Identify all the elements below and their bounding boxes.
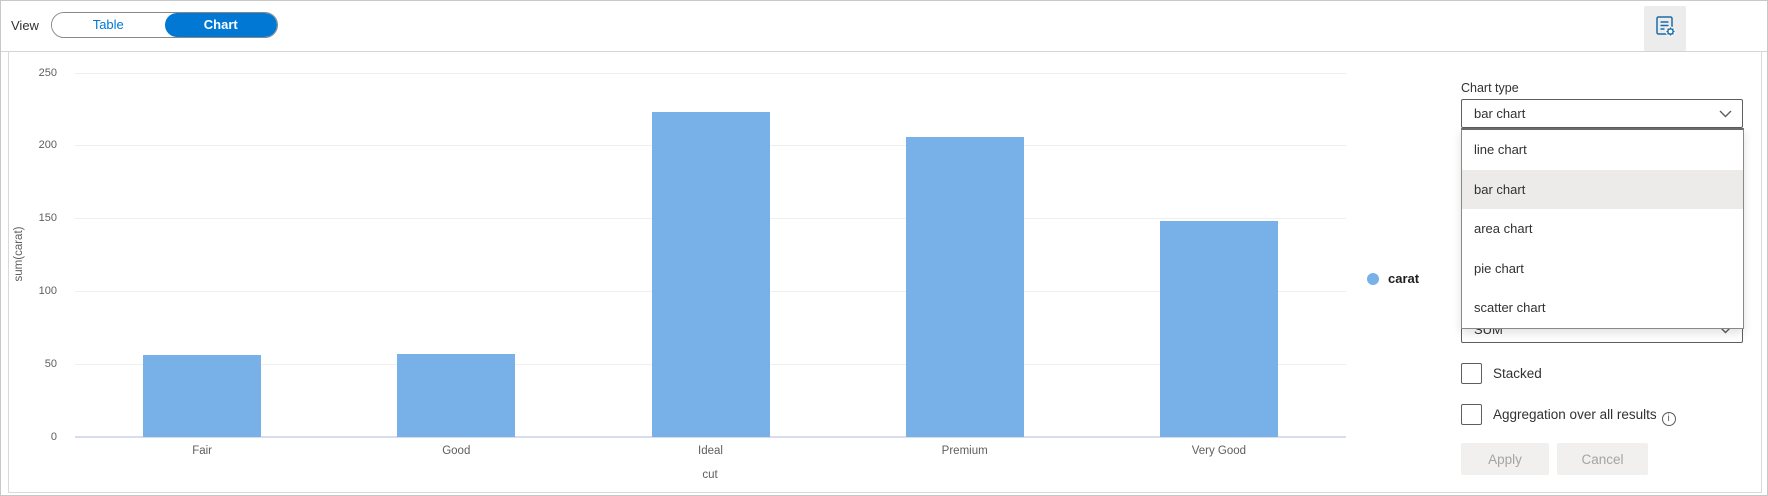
y-tick-label: 200 bbox=[38, 139, 57, 152]
stacked-checkbox[interactable] bbox=[1461, 363, 1482, 384]
chart-type-label: Chart type bbox=[1461, 81, 1519, 95]
x-tick-label: Premium bbox=[941, 445, 988, 457]
chart-type-option[interactable]: area chart bbox=[1474, 221, 1533, 236]
y-tick-label: 100 bbox=[38, 285, 57, 298]
chart-settings-button[interactable] bbox=[1644, 6, 1686, 51]
chart-type-option[interactable]: bar chart bbox=[1462, 169, 1743, 209]
chart-type-option[interactable]: line chart bbox=[1474, 142, 1527, 157]
x-axis-title: cut bbox=[702, 469, 718, 481]
bar bbox=[143, 355, 262, 437]
x-axis-line bbox=[75, 436, 1346, 438]
y-tick-label: 250 bbox=[38, 66, 57, 79]
legend-swatch bbox=[1367, 272, 1379, 285]
chart-toggle-button[interactable]: Chart bbox=[164, 13, 277, 37]
apply-button[interactable]: Apply bbox=[1461, 443, 1549, 475]
chart-type-dropdown: line chart bar chart area chart pie chart sc… bbox=[1461, 128, 1744, 329]
aggregation-label: Aggregation over all results i bbox=[1493, 407, 1676, 426]
chart-type-option[interactable]: scatter chart bbox=[1474, 300, 1546, 315]
legend-label: carat bbox=[1388, 271, 1420, 286]
chart-type-value: bar chart bbox=[1474, 106, 1526, 121]
chart-type-option[interactable]: pie chart bbox=[1474, 260, 1524, 276]
aggregation-checkbox[interactable] bbox=[1461, 404, 1482, 425]
info-icon[interactable]: i bbox=[1661, 412, 1676, 426]
view-toggle: Table Chart bbox=[51, 12, 278, 38]
bar bbox=[905, 136, 1024, 437]
toolbar: View Table Chart bbox=[1, 1, 1767, 52]
bar bbox=[397, 353, 516, 437]
y-tick-label: 50 bbox=[44, 358, 57, 371]
bar bbox=[651, 111, 770, 437]
stacked-label: Stacked bbox=[1493, 366, 1542, 381]
chevron-down-icon bbox=[1719, 106, 1732, 121]
bar bbox=[1159, 221, 1278, 437]
cancel-button[interactable]: Cancel bbox=[1557, 443, 1648, 475]
table-toggle-button[interactable]: Table bbox=[52, 13, 165, 37]
x-tick-label: Ideal bbox=[698, 445, 723, 457]
chart-type-select[interactable]: bar chart bbox=[1461, 99, 1743, 128]
view-label: View bbox=[11, 18, 39, 33]
y-tick-label: 150 bbox=[38, 212, 57, 225]
legend: carat bbox=[1367, 271, 1419, 286]
y-tick-label: 0 bbox=[50, 431, 57, 443]
form-settings-icon bbox=[1653, 14, 1677, 43]
gridline bbox=[75, 72, 1346, 74]
x-tick-label: Good bbox=[442, 445, 471, 457]
x-tick-label: Fair bbox=[192, 445, 212, 457]
x-tick-label: Very Good bbox=[1191, 445, 1247, 457]
